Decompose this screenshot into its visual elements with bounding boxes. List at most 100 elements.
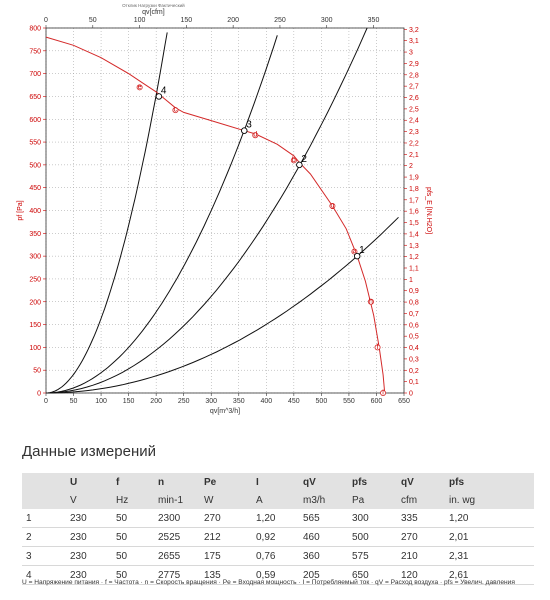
curve-marker [329,202,336,209]
right-tick-label: 0,2 [409,368,419,375]
right-tick-label: 2,1 [409,152,419,159]
y-tick-label: 500 [29,162,41,169]
top-axis-label: qv[cfm] [142,9,165,16]
table-cell: 135 [204,569,221,581]
table-cell: 4 [26,569,32,581]
x-tick-label: 550 [343,398,355,405]
y-tick-label: 50 [33,368,41,375]
chart-svg: 0501001502002503003504004505005506006507… [17,2,432,415]
table-cell: 650 [352,569,369,581]
right-tick-label: 1,1 [409,265,419,272]
curve-marker [136,84,143,91]
right-tick-label: 2,5 [409,106,419,113]
x-axis-label: qv[m^3/h] [210,408,240,415]
right-tick-label: 1,8 [409,186,419,193]
table-cell: 575 [352,550,369,562]
y-tick-label: 350 [29,231,41,238]
table-cell: 2,61 [449,569,469,581]
table-cell: 50 [116,569,128,581]
table-cell: 1,20 [449,512,469,524]
right-tick-label: 0,4 [409,345,419,352]
col-header: I [248,473,295,491]
y-tick-label: 0 [37,391,41,398]
y-tick-label: 100 [29,345,41,352]
table-cell: 50 [116,531,128,543]
x-tick-label: 500 [316,398,328,405]
system-curve [46,216,399,394]
right-tick-label: 0,3 [409,356,419,363]
table-cell: 0,92 [256,531,276,543]
table-cell: 3 [26,550,32,562]
table-row: 3 230 50 2655 175 0,76 360 575 210 2,31 [22,547,534,566]
right-tick-label: 0 [409,391,413,398]
top-tick-label: 50 [89,17,97,24]
table-cell: 230 [70,512,87,524]
right-tick-label: 0,9 [409,288,419,295]
right-tick-label: 1,2 [409,254,419,261]
y-tick-label: 750 [29,48,41,55]
unit-cell [22,491,62,509]
col-header: n [150,473,196,491]
curve-marker-label: f [377,344,379,351]
table-cell: 210 [401,550,418,562]
curve-marker [374,344,381,351]
right-tick-label: 0,6 [409,322,419,329]
unit-cell: V [62,491,108,509]
curve-marker [290,157,297,164]
right-tick-label: 0,7 [409,311,419,318]
y-tick-label: 200 [29,299,41,306]
table-header-row: U f n Pe I qV pfs qV pfs [22,473,534,491]
top-tick-label: 150 [181,17,193,24]
y-tick-label: 600 [29,117,41,124]
y-tick-label: 400 [29,208,41,215]
table-cell: 565 [303,512,320,524]
right-tick-label: 3,2 [409,27,419,34]
col-header: pfs [441,473,534,491]
table-units-row: V Hz min-1 W A m3/h Pa cfm in. wg [22,491,534,509]
table-cell: 230 [70,569,87,581]
unit-cell: W [196,491,248,509]
table-cell: 300 [352,512,369,524]
top-tick-label: 350 [368,17,380,24]
unit-cell: m3/h [295,491,344,509]
x-tick-label: 150 [123,398,135,405]
top-tick-label: 0 [44,17,48,24]
legend-footnote: U = Напряжение питания · f = Частота · n… [22,579,515,586]
curve-marker [367,298,374,305]
right-tick-label: 1,5 [409,220,419,227]
right-tick-label: 2,8 [409,72,419,79]
col-header: qV [393,473,441,491]
unit-cell: in. wg [441,491,534,509]
y-tick-label: 800 [29,26,41,33]
right-tick-label: 2,6 [409,95,419,102]
operating-point [241,127,248,134]
y-tick-label: 300 [29,254,41,261]
system-curve [45,32,168,394]
right-tick-label: 1,3 [409,243,419,250]
table-cell: 270 [204,512,221,524]
right-tick-label: 2,9 [409,61,419,68]
right-tick-label: 1,4 [409,231,419,238]
operating-point-label: 4 [161,85,167,96]
chart-area: 0 50 100 150 200 250 300 350 400 450 500 550 600 650 7… [17,2,432,415]
table-cell: 2 [26,531,32,543]
right-tick-label: 0,1 [409,379,419,386]
table-cell: 50 [116,550,128,562]
fan-curve-chart: 0 50 100 150 200 250 300 350 400 450 500 550 600 650 7… [17,2,432,415]
table-cell: 0,76 [256,550,276,562]
right-tick-label: 0,5 [409,334,419,341]
right-tick-label: 2,3 [409,129,419,136]
x-tick-label: 100 [95,398,107,405]
curve-marker-label: h [369,298,373,305]
curve-marker [172,107,179,114]
y-tick-label: 700 [29,71,41,78]
table-row: 2 230 50 2525 212 0,92 460 500 270 2,01 [22,528,534,547]
curve-marker-label: g [330,202,334,209]
col-header: pfs [344,473,393,491]
top-tick-label: 200 [227,17,239,24]
measurement-table: U f n Pe I qV pfs qV pfs V Hz min-1 W A … [22,473,534,585]
plot-frame [45,27,405,394]
table-cell: 2,01 [449,531,469,543]
system-curve [45,35,278,394]
system-curve [45,27,368,394]
